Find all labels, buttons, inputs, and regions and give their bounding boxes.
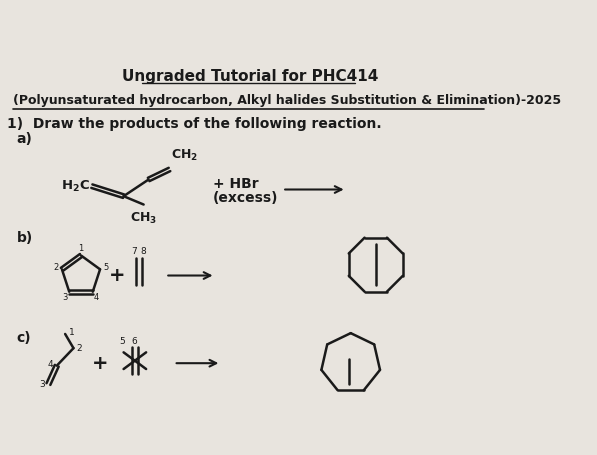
- Text: Ungraded Tutorial for PHC414: Ungraded Tutorial for PHC414: [122, 69, 378, 84]
- Text: c): c): [17, 331, 31, 345]
- Text: 6: 6: [131, 337, 137, 346]
- Text: 1: 1: [69, 328, 74, 337]
- Text: b): b): [17, 231, 33, 245]
- Text: a): a): [17, 132, 33, 147]
- Text: 2: 2: [53, 263, 59, 272]
- Text: 1: 1: [78, 244, 84, 253]
- Text: 2: 2: [77, 344, 82, 353]
- Text: (Polyunsaturated hydrocarbon, Alkyl halides Substitution & Elimination)-2025: (Polyunsaturated hydrocarbon, Alkyl hali…: [13, 94, 561, 106]
- Text: 4: 4: [94, 293, 99, 302]
- Text: $\mathregular{CH_2}$: $\mathregular{CH_2}$: [171, 148, 198, 163]
- Text: (excess): (excess): [213, 191, 278, 205]
- Text: 3: 3: [39, 379, 45, 389]
- Text: 8: 8: [141, 248, 146, 256]
- Text: 7: 7: [131, 248, 137, 256]
- Text: $\mathregular{CH_3}$: $\mathregular{CH_3}$: [130, 211, 157, 226]
- Text: 5: 5: [119, 337, 125, 346]
- Text: 3: 3: [63, 293, 68, 302]
- Text: +: +: [92, 354, 109, 373]
- Text: + HBr: + HBr: [213, 177, 259, 191]
- Text: $\mathregular{H_2C}$: $\mathregular{H_2C}$: [61, 179, 90, 194]
- Text: +: +: [109, 266, 125, 285]
- Text: 4: 4: [48, 359, 54, 369]
- Text: 5: 5: [104, 263, 109, 272]
- Text: 1)  Draw the products of the following reaction.: 1) Draw the products of the following re…: [7, 116, 381, 131]
